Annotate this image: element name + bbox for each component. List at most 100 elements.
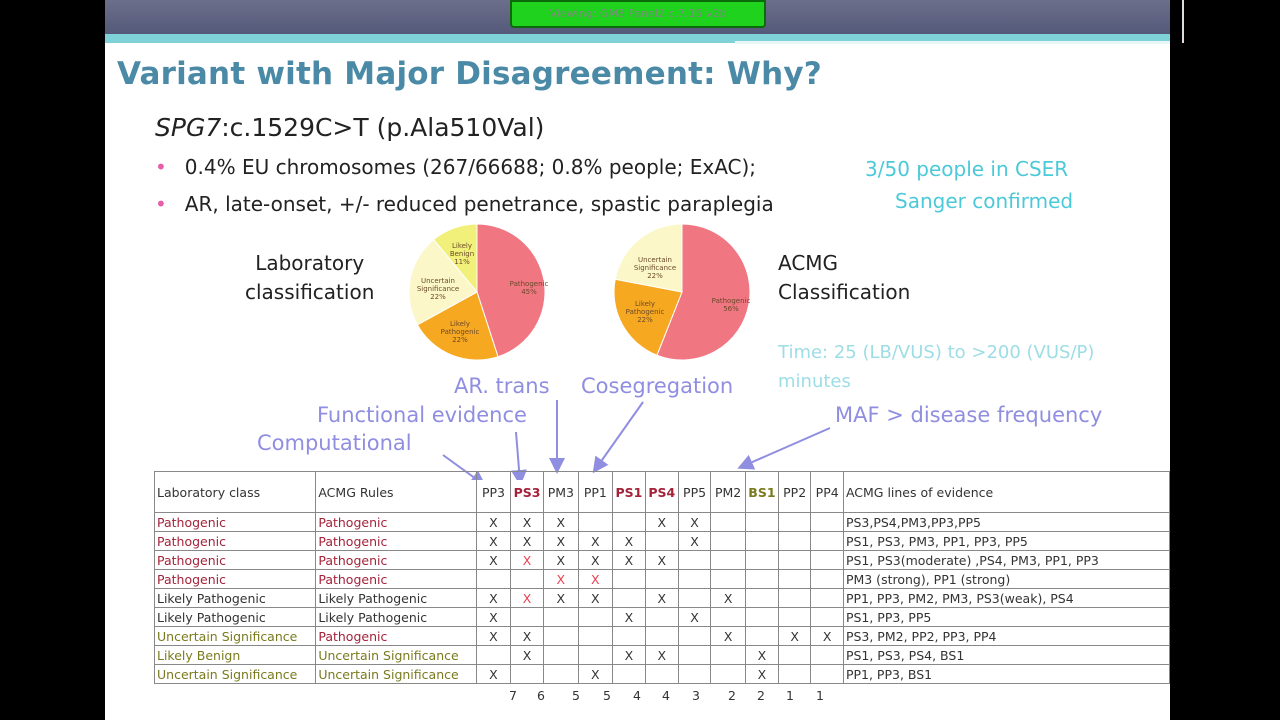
evidence-mark-cell: X: [644, 550, 679, 570]
header-cell-rule: PS4: [644, 471, 679, 513]
annotation-functional-evidence: Functional evidence: [317, 403, 527, 427]
evidence-mark-cell: [677, 550, 712, 570]
evidence-mark-cell: [710, 664, 746, 684]
evidence-mark-cell: X: [543, 569, 579, 589]
evidence-summary-cell: PM3 (strong), PP1 (strong): [842, 569, 1170, 589]
evidence-count: 5: [572, 688, 580, 703]
evidence-mark-cell: [577, 512, 614, 532]
evidence-mark-cell: X: [612, 550, 646, 570]
header-cell-rule: BS1: [744, 471, 779, 513]
evidence-mark-cell: X: [644, 588, 679, 608]
evidence-mark-cell: X: [612, 607, 646, 627]
lab-class-cell: Pathogenic: [153, 531, 317, 551]
lab-pie-slice-label: Uncertain Significance 22%: [417, 277, 459, 301]
evidence-mark-cell: X: [510, 645, 545, 665]
evidence-mark-cell: X: [577, 569, 614, 589]
header-cell-rule: PS1: [612, 471, 646, 513]
evidence-mark-cell: [710, 550, 746, 570]
evidence-count: 2: [757, 688, 765, 703]
evidence-mark-cell: X: [710, 588, 746, 608]
evidence-mark-cell: X: [475, 588, 512, 608]
evidence-mark-cell: [710, 531, 746, 551]
evidence-summary-cell: PS1, PS3, PM3, PP1, PP3, PP5: [842, 531, 1170, 551]
header-cell-rule: PP1: [577, 471, 614, 513]
evidence-mark-cell: [810, 588, 844, 608]
evidence-mark-cell: [612, 626, 646, 646]
table-row: Uncertain Significance Pathogenic X X X X X PS3…: [153, 626, 1170, 646]
evidence-mark-cell: [810, 550, 844, 570]
evidence-mark-cell: [777, 512, 812, 532]
lab-class-cell: Likely Benign: [153, 645, 317, 665]
lab-pie-slice-1: [416, 291, 499, 361]
variant-change: :c.1529C>T (p.Ala510Val): [221, 113, 545, 142]
lab-class-cell: Likely Pathogenic: [153, 607, 317, 627]
acmg-pie-slice-label: Pathogenic 56%: [712, 297, 751, 313]
evidence-mark-cell: X: [810, 626, 844, 646]
pie-charts: Pathogenic 45% Likely Pathogenic 22% Uncertai…: [408, 223, 751, 361]
evidence-mark-cell: X: [475, 626, 512, 646]
header-cell-rule: PP5: [677, 471, 712, 513]
bullet-dot-icon: •: [155, 192, 167, 216]
annotation-cosegregation: Cosegregation: [581, 374, 734, 398]
acmg-rule-cell: Likely Pathogenic: [315, 607, 477, 627]
evidence-mark-cell: [777, 550, 812, 570]
lab-class-cell: Pathogenic: [153, 550, 317, 570]
table-row: Likely Pathogenic Likely Pathogenic X X X X X X…: [153, 588, 1170, 608]
evidence-mark-cell: [810, 664, 844, 684]
evidence-mark-cell: [475, 645, 512, 665]
evidence-mark-cell: [777, 569, 812, 589]
lab-pie-slice-3: [432, 223, 478, 294]
viewing-indicator[interactable]: Viewing: GM8 Panel2 c.7.15 v2b: [510, 0, 766, 28]
evidence-mark-cell: [710, 607, 746, 627]
window-scrollbar[interactable]: [1172, 0, 1194, 43]
lab-class-cell: Pathogenic: [153, 569, 317, 589]
evidence-mark-cell: X: [612, 645, 646, 665]
evidence-mark-cell: [543, 607, 579, 627]
evidence-mark-cell: [677, 664, 712, 684]
evidence-mark-cell: [644, 569, 679, 589]
header-highlight-line: [735, 41, 1170, 44]
time-note: Time: 25 (LB/VUS) to >200 (VUS/P) minutes: [778, 342, 1095, 392]
evidence-mark-cell: [777, 531, 812, 551]
acmg-pie-slice-label: Uncertain Significance 22%: [634, 256, 676, 280]
evidence-count: 5: [603, 688, 611, 703]
evidence-mark-cell: [810, 645, 844, 665]
evidence-mark-cell: [644, 626, 679, 646]
evidence-mark-cell: [677, 588, 712, 608]
evidence-mark-cell: X: [710, 626, 746, 646]
slide: Viewing: GM8 Panel2 c.7.15 v2b Variant w…: [105, 0, 1170, 720]
header-cell-rule: PP2: [777, 471, 812, 513]
evidence-mark-cell: [777, 607, 812, 627]
evidence-mark-cell: [543, 664, 579, 684]
lab-class-cell: Uncertain Significance: [153, 626, 317, 646]
header-cell-rule: PP4: [810, 471, 844, 513]
evidence-mark-cell: [710, 512, 746, 532]
annotation-computational: Computational: [257, 431, 412, 455]
table-row: Likely Benign Uncertain Significance X X X X P…: [153, 645, 1170, 665]
evidence-mark-cell: X: [577, 664, 614, 684]
table-row: Likely Pathogenic Likely Pathogenic X X X PS1…: [153, 607, 1170, 627]
evidence-mark-cell: X: [475, 531, 512, 551]
evidence-mark-cell: [612, 512, 646, 532]
evidence-count: 1: [816, 688, 824, 703]
evidence-summary-cell: PP1, PP3, PM2, PM3, PS3(weak), PS4: [842, 588, 1170, 608]
evidence-mark-cell: X: [475, 607, 512, 627]
evidence-summary-cell: PS3,PS4,PM3,PP3,PP5: [842, 512, 1170, 532]
acmg-pie-label: ACMG Classification: [778, 251, 911, 304]
evidence-count: 4: [662, 688, 670, 703]
evidence-mark-cell: [744, 569, 779, 589]
evidence-mark-cell: [677, 645, 712, 665]
acmg-rule-cell: Likely Pathogenic: [315, 588, 477, 608]
acmg-rule-cell: Pathogenic: [315, 550, 477, 570]
evidence-count: 7: [509, 688, 517, 703]
evidence-mark-cell: X: [510, 550, 545, 570]
lab-pie-slice-2: [408, 238, 478, 326]
evidence-mark-cell: [810, 512, 844, 532]
evidence-mark-cell: [744, 626, 779, 646]
acmg-pie-slice-0: [656, 223, 751, 361]
evidence-mark-cell: [612, 588, 646, 608]
evidence-mark-cell: X: [475, 664, 512, 684]
evidence-count: 1: [786, 688, 794, 703]
evidence-mark-cell: X: [577, 588, 614, 608]
evidence-mark-cell: X: [510, 512, 545, 532]
